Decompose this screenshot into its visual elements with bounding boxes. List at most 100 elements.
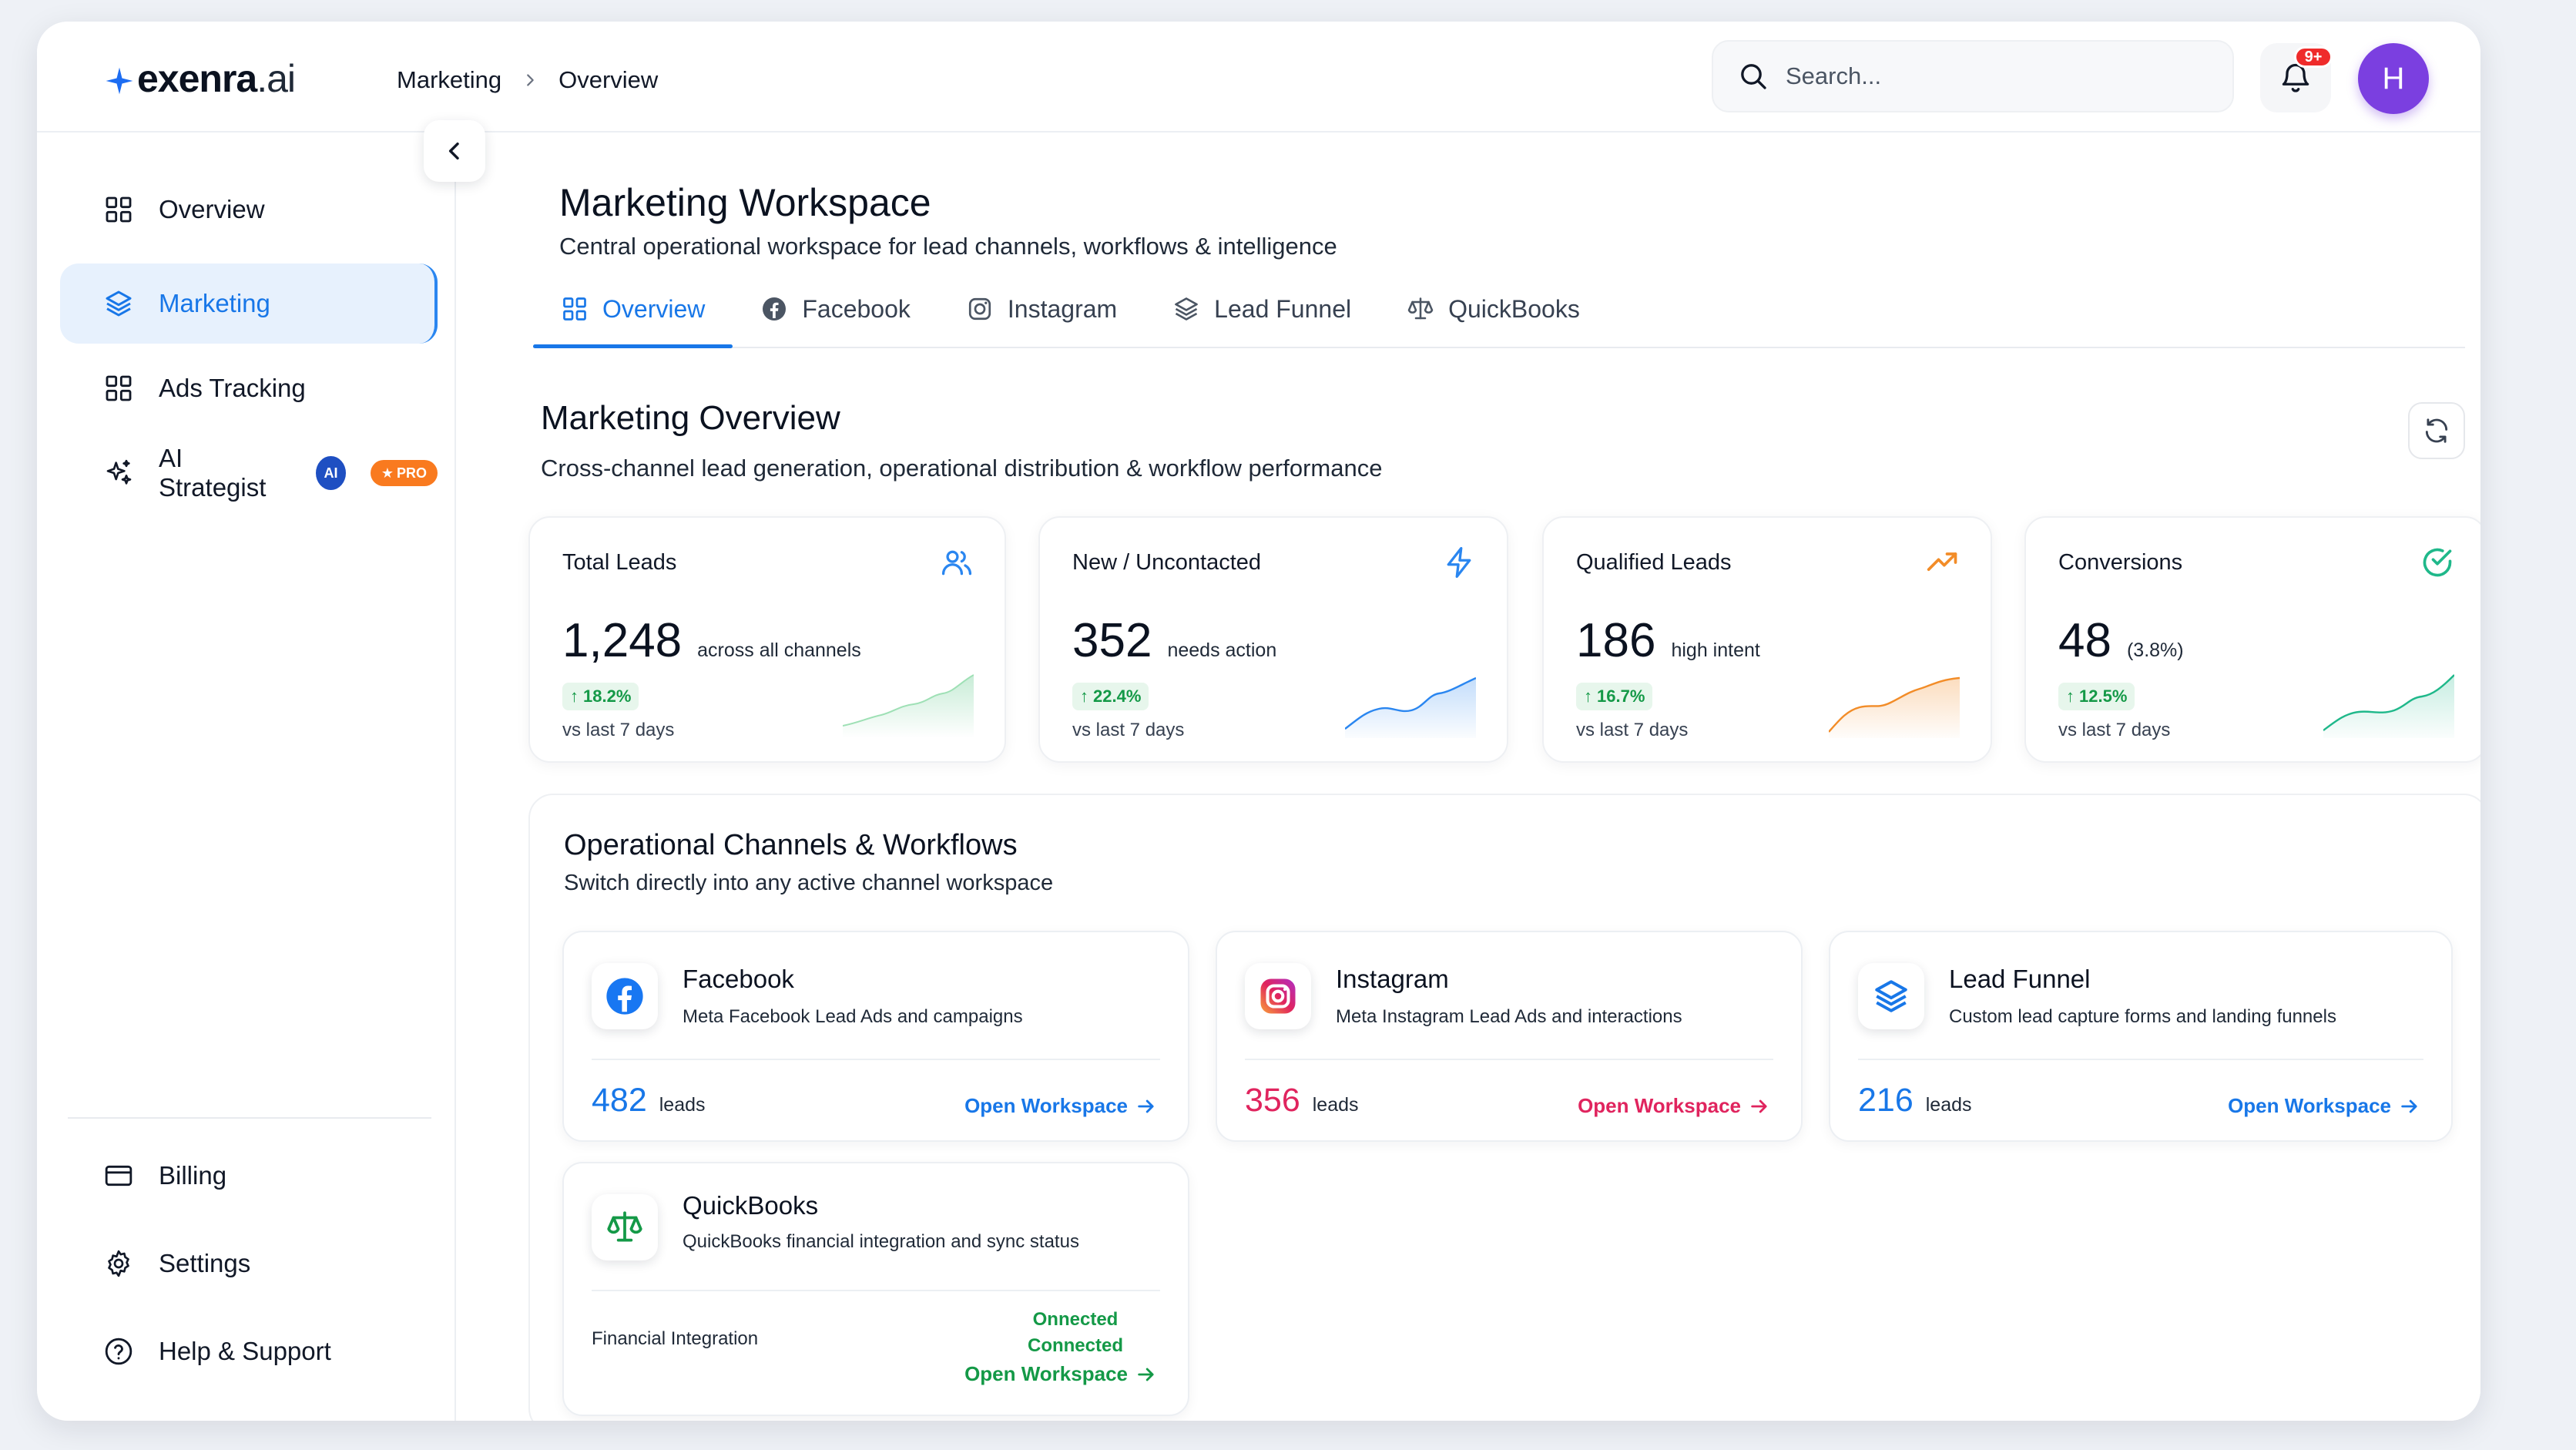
facebook-icon — [592, 963, 658, 1029]
sidebar-item-ai-strategist[interactable]: AI Strategist AI ★ PRO — [60, 433, 438, 513]
stat-delta-badge: ↑ 12.5% — [2058, 683, 2135, 710]
sidebar-item-label: Marketing — [159, 289, 270, 317]
sidebar-item-ads-tracking[interactable]: Ads Tracking — [60, 348, 438, 428]
arrow-up-icon: ↑ — [2066, 686, 2075, 706]
status-badge: Onnected Connected — [1027, 1309, 1123, 1356]
stat-card-conversions[interactable]: Conversions 48 (3.8%) ↑ 12.5% vs last 7 da… — [2024, 516, 2480, 763]
tab-label: Instagram — [1007, 294, 1118, 323]
tab-overview[interactable]: Overview — [533, 271, 733, 348]
page-title: Marketing Workspace — [559, 181, 931, 224]
stat-value: 1,248 across all channels — [562, 614, 861, 667]
stat-delta-badge: ↑ 18.2% — [562, 683, 639, 710]
gear-icon — [108, 1250, 129, 1277]
sidebar-item-label: AI Strategist — [159, 444, 267, 502]
arrow-right-icon — [1138, 1368, 1154, 1381]
star-icon: ★ — [381, 465, 394, 481]
notifications-button[interactable]: 9+ — [2260, 43, 2333, 112]
arrow-right-icon — [1138, 1099, 1154, 1113]
stat-delta-badge: ↑ 16.7% — [1576, 683, 1653, 710]
stat-card-qualified-leads[interactable]: Qualified Leads 186 high intent ↑ 16.7% vs… — [1542, 516, 1992, 763]
panel-title: Operational Channels & Workflows — [564, 829, 1018, 861]
grid-icon — [106, 196, 132, 223]
sidebar-item-label: Overview — [159, 195, 265, 223]
stat-label: Total Leads — [562, 550, 677, 575]
tab-facebook[interactable]: Facebook — [733, 271, 938, 347]
collapse-sidebar-button[interactable] — [424, 120, 485, 182]
open-workspace-link[interactable]: Open Workspace — [1578, 1094, 1770, 1118]
open-workspace-link[interactable]: Open Workspace — [964, 1094, 1157, 1118]
sidebar-item-overview[interactable]: Overview — [60, 170, 438, 250]
sparkline-chart — [2323, 674, 2454, 738]
credit-card-icon — [105, 1165, 132, 1187]
refresh-button[interactable] — [2408, 402, 2465, 459]
card-divider — [1245, 1059, 1773, 1060]
tab-label: Overview — [602, 294, 706, 323]
scale-icon — [592, 1194, 658, 1260]
breadcrumb-item-overview: Overview — [558, 66, 659, 93]
search-box[interactable] — [1712, 40, 2234, 112]
sparkles-icon — [106, 459, 132, 485]
sidebar-item-settings[interactable]: Settings — [60, 1223, 438, 1304]
stat-label: Qualified Leads — [1576, 550, 1732, 575]
arrow-right-icon — [1751, 1099, 1767, 1113]
bell-icon — [2282, 63, 2309, 92]
sparkline-chart — [1345, 676, 1476, 738]
channel-name: Facebook — [683, 965, 794, 993]
stat-card-new-uncontacted[interactable]: New / Uncontacted 352 needs action ↑ 22.4%… — [1038, 516, 1508, 763]
channel-name: Lead Funnel — [1949, 965, 2091, 993]
instagram-icon — [1245, 963, 1311, 1029]
layers-icon — [1858, 963, 1924, 1029]
panel-subtitle: Switch directly into any active channel … — [564, 871, 1054, 895]
open-workspace-link[interactable]: Open Workspace — [2228, 1094, 2420, 1118]
open-workspace-link[interactable]: Open Workspace — [964, 1362, 1157, 1386]
sidebar-item-help[interactable]: Help & Support — [60, 1311, 438, 1391]
sidebar-item-label: Billing — [159, 1161, 227, 1190]
chevron-left-icon — [448, 142, 459, 160]
integration-label: Financial Integration — [592, 1328, 759, 1349]
card-divider — [592, 1290, 1160, 1291]
channel-card-instagram[interactable]: Instagram Meta Instagram Lead Ads and in… — [1216, 931, 1803, 1142]
sidebar-item-billing[interactable]: Billing — [60, 1136, 438, 1216]
arrow-up-icon: ↑ — [1080, 686, 1088, 706]
stat-value: 186 high intent — [1576, 614, 1760, 667]
search-input[interactable] — [1786, 62, 2186, 90]
logo[interactable]: exenra.ai — [105, 55, 296, 102]
sparkline-chart — [1829, 676, 1960, 738]
main-content: Marketing Workspace Central operational … — [458, 133, 2480, 1421]
ai-badge: AI — [316, 456, 346, 490]
stat-delta-badge: ↑ 22.4% — [1072, 683, 1149, 710]
tab-instagram[interactable]: Instagram — [938, 271, 1145, 347]
stat-comparison: vs last 7 days — [1576, 720, 1689, 740]
channel-card-facebook[interactable]: Facebook Meta Facebook Lead Ads and camp… — [562, 931, 1189, 1142]
app-window: exenra.ai Marketing Overview 9+ H Overvi… — [37, 22, 2480, 1421]
instagram-icon — [968, 297, 991, 321]
grid-icon — [106, 375, 132, 401]
stat-comparison: vs last 7 days — [1072, 720, 1185, 740]
layers-icon — [106, 290, 132, 317]
stat-card-total-leads[interactable]: Total Leads 1,248 across all channels ↑ 18… — [528, 516, 1006, 763]
stat-comparison: vs last 7 days — [562, 720, 675, 740]
stat-value: 48 (3.8%) — [2058, 614, 2184, 667]
channel-card-lead-funnel[interactable]: Lead Funnel Custom lead capture forms an… — [1829, 931, 2453, 1142]
section-title: Marketing Overview — [541, 399, 840, 437]
bolt-icon — [1447, 547, 1471, 578]
page-subtitle: Central operational workspace for lead c… — [559, 233, 1337, 260]
breadcrumb: Marketing Overview — [397, 66, 658, 94]
arrow-up-icon: ↑ — [570, 686, 579, 706]
stat-value: 352 needs action — [1072, 614, 1277, 667]
stat-label: New / Uncontacted — [1072, 550, 1262, 575]
refresh-icon — [2425, 418, 2448, 443]
tab-lead-funnel[interactable]: Lead Funnel — [1145, 271, 1379, 347]
tab-label: Facebook — [802, 294, 911, 323]
channel-card-quickbooks[interactable]: QuickBooks QuickBooks financial integrat… — [562, 1162, 1189, 1416]
sidebar-item-label: Help & Support — [159, 1337, 331, 1365]
check-circle-icon — [2423, 548, 2452, 577]
lead-count: 216 leads — [1858, 1082, 1972, 1119]
avatar[interactable]: H — [2358, 43, 2429, 114]
section-subtitle: Cross-channel lead generation, operation… — [541, 455, 1383, 482]
top-bar: exenra.ai Marketing Overview 9+ H — [37, 22, 2480, 133]
tab-quickbooks[interactable]: QuickBooks — [1379, 271, 1608, 347]
sidebar-item-marketing[interactable]: Marketing — [60, 263, 438, 344]
channel-description: QuickBooks financial integration and syn… — [683, 1231, 1079, 1252]
breadcrumb-item-marketing[interactable]: Marketing — [397, 66, 502, 93]
